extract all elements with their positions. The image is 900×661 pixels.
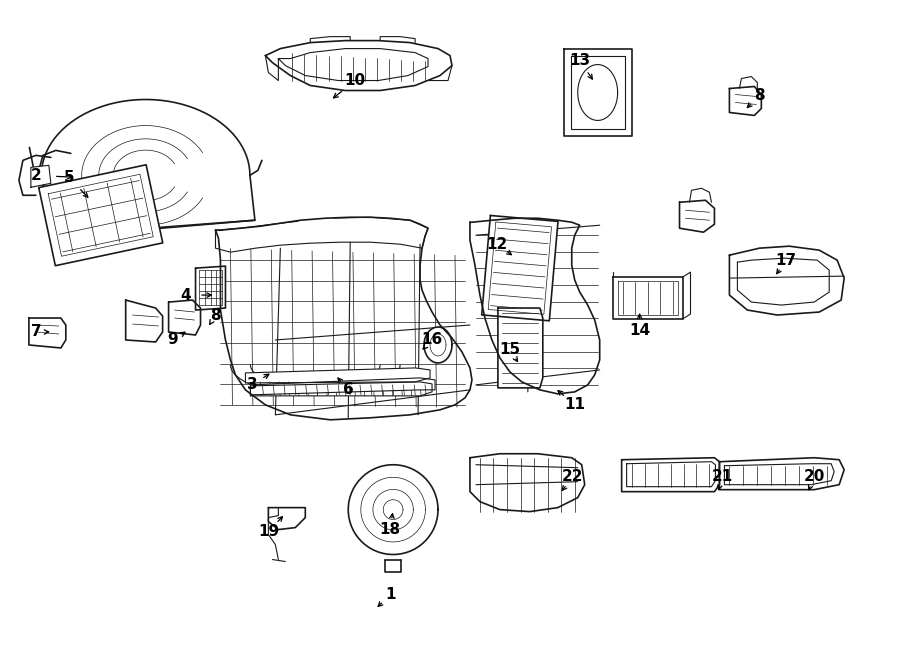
Polygon shape (571, 56, 625, 130)
Polygon shape (719, 457, 844, 490)
Text: 9: 9 (167, 332, 178, 348)
Polygon shape (29, 318, 66, 348)
Polygon shape (250, 382, 432, 396)
Text: 12: 12 (486, 237, 508, 252)
Polygon shape (215, 217, 472, 420)
Text: 2: 2 (31, 168, 41, 183)
Polygon shape (680, 200, 715, 232)
Text: 7: 7 (31, 325, 41, 340)
Polygon shape (168, 300, 201, 335)
Polygon shape (498, 308, 543, 388)
Text: 8: 8 (211, 307, 220, 323)
Text: 10: 10 (345, 73, 365, 88)
Polygon shape (49, 175, 153, 256)
Polygon shape (39, 165, 163, 266)
Polygon shape (31, 165, 50, 187)
Text: 21: 21 (712, 469, 733, 485)
Polygon shape (268, 508, 305, 529)
Polygon shape (729, 87, 761, 116)
Polygon shape (470, 453, 585, 512)
Text: 17: 17 (776, 253, 796, 268)
Polygon shape (488, 222, 552, 315)
Text: 20: 20 (804, 469, 825, 485)
Text: 4: 4 (180, 288, 191, 303)
Polygon shape (470, 218, 599, 394)
Text: 1: 1 (385, 587, 395, 602)
Text: 14: 14 (629, 323, 650, 338)
Text: 22: 22 (562, 469, 583, 485)
Text: 16: 16 (421, 332, 443, 348)
Polygon shape (246, 368, 430, 383)
Polygon shape (613, 277, 682, 319)
Polygon shape (250, 378, 435, 395)
Text: 19: 19 (257, 524, 279, 539)
Text: 3: 3 (248, 377, 257, 393)
Text: 15: 15 (500, 342, 520, 358)
Polygon shape (126, 300, 163, 342)
Polygon shape (298, 210, 334, 237)
Text: 11: 11 (564, 397, 585, 412)
Polygon shape (266, 40, 452, 91)
Polygon shape (482, 215, 558, 321)
Text: 6: 6 (343, 382, 354, 397)
Polygon shape (195, 266, 226, 310)
Polygon shape (729, 246, 844, 315)
Polygon shape (348, 465, 438, 555)
Polygon shape (563, 49, 632, 136)
Text: 13: 13 (569, 53, 590, 68)
Polygon shape (622, 457, 719, 492)
Polygon shape (424, 327, 452, 363)
Polygon shape (617, 281, 678, 315)
Text: 18: 18 (380, 522, 400, 537)
Text: 5: 5 (64, 170, 74, 185)
Text: 8: 8 (754, 88, 765, 103)
